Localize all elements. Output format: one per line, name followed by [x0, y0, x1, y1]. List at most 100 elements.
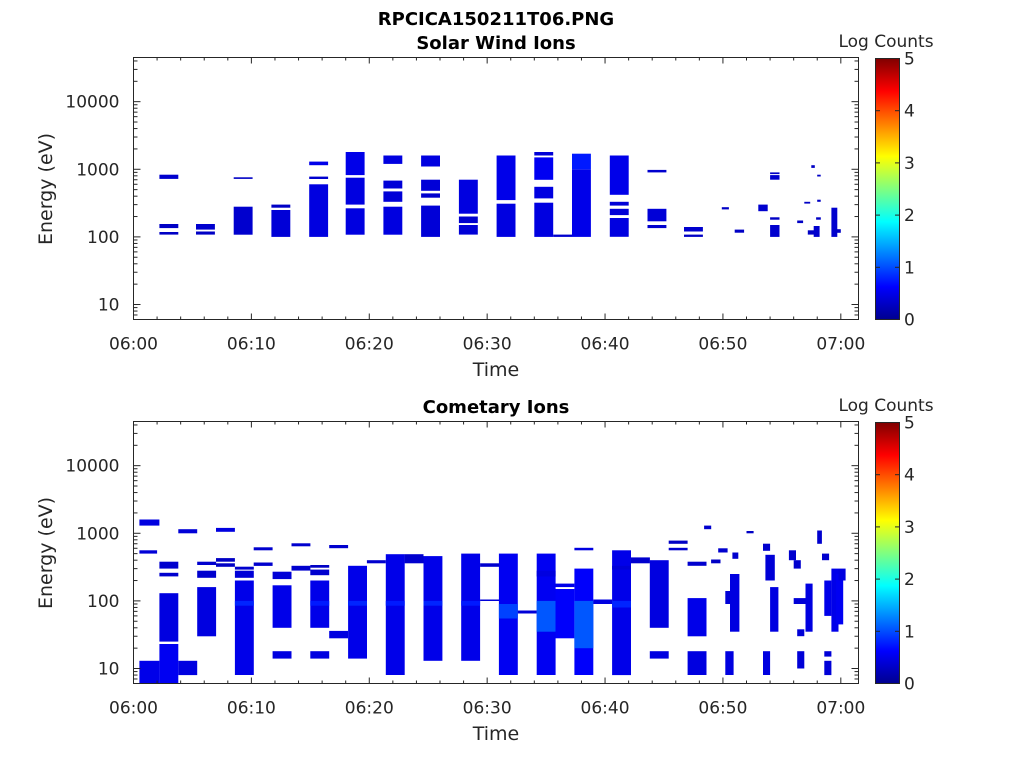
solar-wind-axes-box [133, 57, 859, 320]
heatmap-cell [574, 600, 594, 649]
solar-wind-y-ticks: 10 100 1000 10000 [65, 60, 859, 320]
x-tick-label: 06:30 [463, 699, 512, 719]
heatmap-cell [574, 547, 594, 551]
cometary-heatmap [139, 519, 846, 684]
heatmap-cell [572, 153, 591, 170]
heatmap-cell [139, 519, 160, 526]
heatmap-cell [139, 660, 160, 684]
heatmap-cell [197, 570, 217, 578]
heatmap-cell [718, 548, 728, 553]
solar-wind-x-ticks: 06:00 06:10 06:20 06:30 06:40 06:50 07:00 [109, 57, 865, 355]
heatmap-cell [788, 550, 796, 561]
y-tick-label: 100 [87, 228, 119, 248]
colorbar-gradient [875, 58, 900, 320]
heatmap-cell [817, 199, 821, 202]
colorbar-tick-label: 2 [904, 206, 915, 226]
colorbar-label-cometary: Log Counts [838, 396, 933, 416]
heatmap-cell [797, 629, 805, 637]
heatmap-cell [817, 530, 822, 544]
heatmap-cell [310, 600, 330, 606]
heatmap-cell [272, 585, 292, 628]
heatmap-cell [734, 229, 745, 233]
heatmap-cell [496, 203, 516, 237]
heatmap-cell [216, 558, 235, 562]
heatmap-cell [763, 543, 771, 551]
heatmap-cell [822, 553, 830, 561]
y-tick-label: 1000 [76, 160, 119, 180]
heatmap-cell [763, 651, 771, 675]
heatmap-cell [824, 580, 832, 616]
x-tick-label: 06:20 [345, 699, 394, 719]
x-tick-label: 06:00 [109, 699, 158, 719]
heatmap-cell [770, 172, 780, 175]
heatmap-cell [345, 208, 365, 235]
y-tick-label: 10000 [65, 93, 119, 113]
heatmap-cell [480, 563, 499, 567]
colorbar-tick-label: 1 [904, 622, 915, 642]
heatmap-cell [310, 651, 330, 659]
cometary-x-ticks: 06:00 06:10 06:20 06:30 06:40 06:50 07:00 [109, 421, 865, 719]
heatmap-cell [272, 571, 292, 580]
y-tick-label: 1000 [76, 524, 119, 544]
heatmap-cell [770, 217, 780, 220]
cometary-axes-box [133, 421, 859, 684]
heatmap-cell [480, 599, 499, 601]
heatmap-cell [770, 175, 780, 180]
heatmap-cell [593, 599, 613, 604]
heatmap-cell [234, 580, 254, 675]
heatmap-cell [813, 226, 820, 237]
heatmap-cell [366, 560, 386, 564]
y-tick-label: 100 [87, 592, 119, 612]
heatmap-cell [793, 560, 801, 569]
heatmap-cell [216, 563, 235, 567]
heatmap-cell [309, 161, 329, 166]
heatmap-cell [793, 598, 806, 604]
heatmap-cell [383, 191, 403, 202]
heatmap-cell [609, 208, 629, 216]
colorbar-tick-label: 3 [904, 154, 915, 174]
colorbar-tick-label: 1 [904, 258, 915, 278]
heatmap-cell [816, 217, 821, 220]
heatmap-cell [805, 583, 813, 632]
heatmap-cell [797, 651, 805, 669]
heatmap-cell [725, 651, 734, 675]
heatmap-cell [612, 550, 631, 676]
x-tick-label: 06:00 [109, 335, 158, 355]
panel-title-cometary: Cometary Ions [423, 397, 570, 418]
heatmap-cell [609, 201, 629, 206]
heatmap-cell [836, 574, 844, 625]
heatmap-cell [234, 600, 254, 606]
heatmap-cell [647, 208, 667, 222]
heatmap-cell [423, 600, 443, 606]
heatmap-cell [817, 174, 821, 177]
heatmap-cell [421, 155, 440, 167]
heatmap-cell [834, 229, 841, 233]
colorbar-tick-label: 5 [904, 50, 915, 70]
heatmap-cell [423, 556, 443, 661]
colorbar-tick-label: 4 [904, 466, 915, 486]
heatmap-cell [310, 569, 330, 576]
heatmap-cell [536, 600, 556, 632]
heatmap-cell [159, 561, 179, 569]
heatmap-cell [178, 529, 198, 534]
heatmap-cell [159, 232, 179, 235]
heatmap-cell [804, 201, 811, 204]
heatmap-cell [831, 568, 839, 632]
x-tick-label: 06:50 [698, 335, 747, 355]
colorbar-gradient [875, 422, 900, 684]
heatmap-cell [196, 224, 215, 230]
heatmap-cell [421, 193, 440, 198]
heatmap-cell [770, 587, 779, 632]
y-tick-label: 10 [98, 660, 120, 680]
heatmap-cell [216, 527, 235, 532]
heatmap-cell [253, 562, 273, 566]
heatmap-cell [271, 210, 291, 237]
heatmap-cell [234, 570, 254, 578]
heatmap-cell [517, 610, 537, 614]
x-tick-label: 06:10 [227, 335, 276, 355]
heatmap-cell [730, 574, 740, 632]
heatmap-cell [348, 565, 367, 659]
colorbar-ticks: 0 1 2 3 4 5 [875, 414, 915, 695]
heatmap-cell [197, 561, 217, 565]
colorbar-tick-label: 0 [904, 675, 915, 695]
